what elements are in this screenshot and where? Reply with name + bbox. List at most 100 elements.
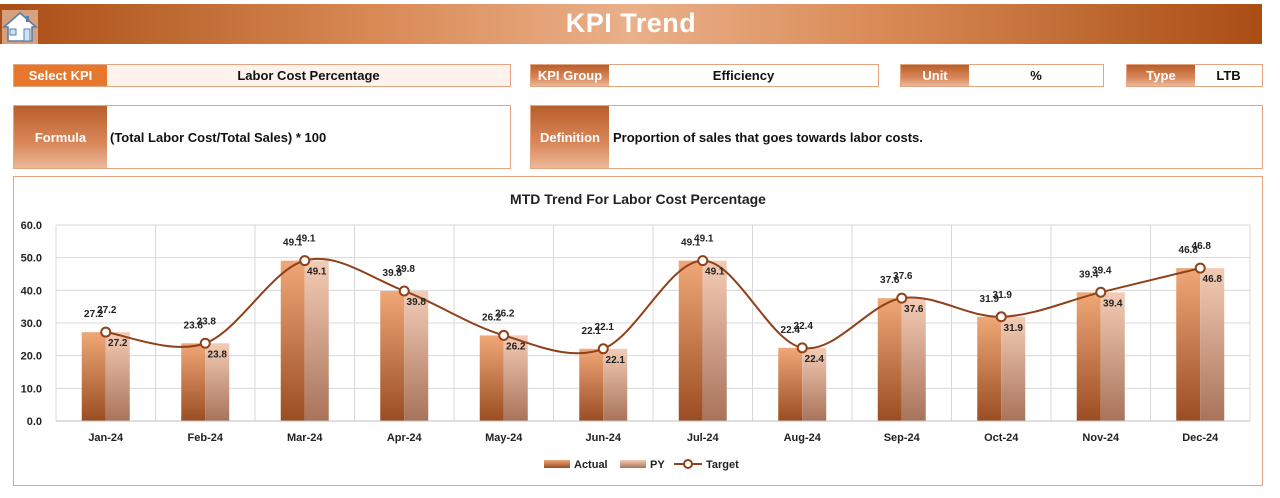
data-label-actual: 26.2 bbox=[482, 312, 502, 323]
formula-label: Formula bbox=[14, 106, 107, 168]
target-marker bbox=[697, 255, 709, 267]
bar-py bbox=[1100, 292, 1125, 421]
data-label-target: 31.9 bbox=[993, 290, 1013, 301]
target-marker bbox=[896, 292, 908, 304]
data-label-actual: 22.4 bbox=[781, 325, 801, 336]
chart-title: MTD Trend For Labor Cost Percentage bbox=[510, 191, 766, 207]
bar-py bbox=[1001, 316, 1026, 421]
bar-py bbox=[1200, 268, 1225, 421]
bar-py bbox=[304, 260, 329, 421]
x-tick-label: Feb-24 bbox=[188, 432, 224, 444]
type-label: Type bbox=[1127, 65, 1195, 86]
home-icon[interactable] bbox=[2, 10, 38, 44]
data-label-actual: 22.1 bbox=[582, 326, 602, 337]
bar-actual bbox=[1076, 292, 1101, 421]
target-marker bbox=[1194, 262, 1206, 274]
legend-label-py: PY bbox=[650, 459, 665, 471]
type-value: LTB bbox=[1216, 68, 1241, 83]
x-tick-label: Dec-24 bbox=[1182, 432, 1219, 444]
data-label-py: 22.4 bbox=[805, 354, 825, 365]
legend-swatch-actual bbox=[544, 460, 570, 468]
bar-actual bbox=[877, 298, 902, 421]
target-marker bbox=[299, 255, 311, 267]
data-label-py: 26.2 bbox=[506, 341, 526, 352]
x-tick-label: Oct-24 bbox=[984, 432, 1019, 444]
bar-actual bbox=[977, 316, 1002, 421]
target-marker bbox=[796, 342, 808, 354]
data-label-target: 49.1 bbox=[296, 234, 316, 245]
data-label-actual: 39.4 bbox=[1079, 269, 1099, 280]
y-tick-label: 0.0 bbox=[27, 416, 42, 428]
select-kpi-value[interactable]: Labor Cost Percentage bbox=[107, 65, 510, 86]
bar-py bbox=[802, 347, 827, 421]
target-marker bbox=[597, 343, 609, 355]
bar-py bbox=[702, 260, 727, 421]
data-label-py: 22.1 bbox=[606, 355, 626, 366]
data-label-target: 23.8 bbox=[197, 316, 217, 327]
data-label-py: 49.1 bbox=[307, 267, 327, 278]
legend-marker-target bbox=[683, 459, 693, 469]
select-kpi-label: Select KPI bbox=[14, 65, 107, 86]
data-label-actual: 31.9 bbox=[980, 294, 1000, 305]
bar-actual bbox=[280, 260, 305, 421]
target-marker bbox=[398, 285, 410, 297]
definition-box: Definition Proportion of sales that goes… bbox=[530, 105, 1263, 169]
trend-chart: 27.227.227.223.823.823.849.149.149.139.8… bbox=[21, 220, 1251, 471]
data-label-actual: 49.1 bbox=[283, 238, 303, 249]
kpi-group-value: Efficiency bbox=[712, 68, 775, 83]
bar-actual bbox=[579, 348, 604, 421]
x-tick-label: Aug-24 bbox=[784, 432, 822, 444]
unit-value: % bbox=[1030, 68, 1042, 83]
type-field: Type LTB bbox=[1126, 64, 1263, 87]
data-label-target: 27.2 bbox=[97, 305, 117, 316]
data-label-target: 37.6 bbox=[893, 271, 913, 282]
legend-label-actual: Actual bbox=[574, 459, 608, 471]
data-label-py: 37.6 bbox=[904, 304, 924, 315]
bar-actual bbox=[1176, 268, 1201, 421]
bar-actual bbox=[778, 347, 803, 421]
bar-py bbox=[205, 343, 230, 421]
y-tick-label: 40.0 bbox=[21, 285, 42, 297]
target-marker bbox=[199, 337, 211, 349]
bar-py bbox=[503, 335, 528, 421]
select-kpi-field[interactable]: Select KPI Labor Cost Percentage bbox=[13, 64, 511, 87]
unit-field: Unit % bbox=[900, 64, 1104, 87]
bar-py bbox=[404, 290, 429, 421]
x-tick-label: Apr-24 bbox=[387, 432, 423, 444]
data-label-py: 27.2 bbox=[108, 338, 128, 349]
unit-label: Unit bbox=[901, 65, 969, 86]
y-tick-label: 10.0 bbox=[21, 383, 42, 395]
data-label-actual: 49.1 bbox=[681, 238, 701, 249]
bar-actual bbox=[678, 260, 703, 421]
chart-panel: MTD Trend For Labor Cost Percentage 27.2… bbox=[13, 176, 1263, 486]
x-tick-label: Jun-24 bbox=[586, 432, 622, 444]
data-label-py: 49.1 bbox=[705, 267, 725, 278]
data-label-py: 31.9 bbox=[1004, 323, 1024, 334]
bar-py bbox=[901, 298, 926, 421]
y-tick-label: 30.0 bbox=[21, 318, 42, 330]
legend-swatch-py bbox=[620, 460, 646, 468]
definition-label: Definition bbox=[531, 106, 609, 168]
legend-label-target: Target bbox=[706, 459, 739, 471]
y-tick-label: 20.0 bbox=[21, 351, 42, 363]
data-label-py: 39.8 bbox=[407, 297, 427, 308]
data-label-target: 49.1 bbox=[694, 234, 714, 245]
data-label-py: 39.4 bbox=[1103, 298, 1123, 309]
bar-actual bbox=[81, 332, 106, 421]
data-label-actual: 39.8 bbox=[383, 268, 403, 279]
formula-box: Formula (Total Labor Cost/Total Sales) *… bbox=[13, 105, 511, 169]
data-label-actual: 46.8 bbox=[1179, 245, 1199, 256]
x-tick-label: Jul-24 bbox=[687, 432, 720, 444]
x-tick-label: Jan-24 bbox=[88, 432, 124, 444]
y-tick-label: 60.0 bbox=[21, 220, 42, 232]
data-label-target: 39.8 bbox=[396, 264, 416, 275]
data-label-actual: 27.2 bbox=[84, 309, 104, 320]
data-label-py: 23.8 bbox=[208, 349, 228, 360]
target-marker bbox=[995, 311, 1007, 323]
data-label-py: 46.8 bbox=[1203, 274, 1223, 285]
definition-value: Proportion of sales that goes towards la… bbox=[613, 129, 923, 145]
data-label-target: 39.4 bbox=[1092, 265, 1112, 276]
target-marker bbox=[100, 326, 112, 338]
bar-actual bbox=[380, 290, 405, 421]
kpi-group-label: KPI Group bbox=[531, 65, 609, 86]
